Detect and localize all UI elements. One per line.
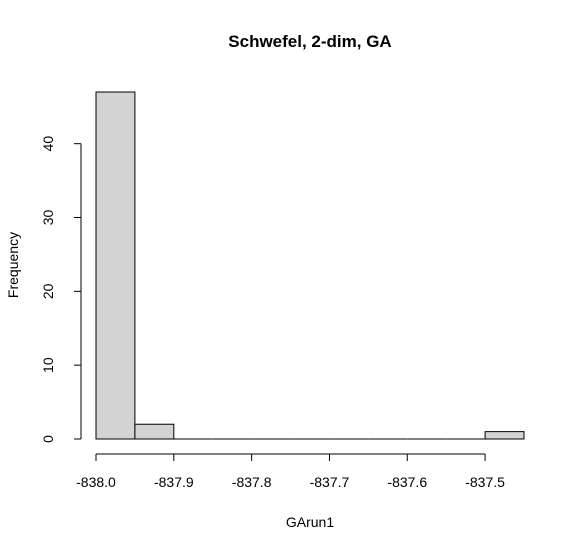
y-tick-label-1: 10: [40, 357, 56, 373]
histogram-bar-1: [134, 423, 175, 440]
y-tick-label-4: 40: [40, 136, 56, 152]
chart-title: Schwefel, 2-dim, GA: [228, 32, 391, 51]
x-axis: -838.0 -837.9 -837.8 -837.7 -837.6 -837.5: [76, 453, 505, 490]
histogram-bar-10: [484, 431, 525, 440]
x-tick-label-3: -837.7: [310, 474, 350, 490]
y-tick-label-2: 20: [40, 283, 56, 299]
y-tick-label-0: 0: [40, 435, 56, 443]
bars-group: [95, 91, 525, 440]
x-tick-label-5: -837.5: [465, 474, 505, 490]
y-axis: 0 10 20 30 40: [40, 136, 82, 443]
x-tick-label-4: -837.6: [387, 474, 427, 490]
y-tick-label-3: 30: [40, 210, 56, 226]
x-axis-label: GArun1: [286, 514, 334, 530]
x-tick-label-2: -837.8: [232, 474, 272, 490]
x-tick-label-0: -838.0: [76, 474, 116, 490]
histogram-bar-0: [95, 91, 136, 440]
y-axis-label: Frequency: [5, 232, 21, 298]
x-tick-label-1: -837.9: [154, 474, 194, 490]
